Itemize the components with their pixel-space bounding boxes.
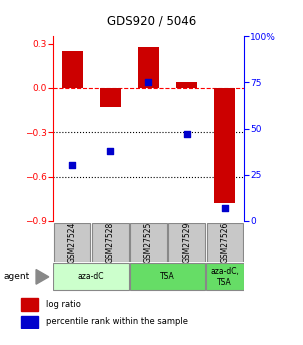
- Text: log ratio: log ratio: [46, 300, 81, 309]
- Text: TSA: TSA: [160, 272, 175, 282]
- Bar: [207, 223, 243, 262]
- Point: [70, 163, 75, 168]
- Text: GSM27525: GSM27525: [144, 222, 153, 263]
- Text: GSM27526: GSM27526: [220, 222, 229, 263]
- Point: [222, 205, 227, 211]
- Text: GSM27529: GSM27529: [182, 222, 191, 263]
- Point: [146, 80, 151, 85]
- Bar: [21, 298, 38, 310]
- Bar: [62, 51, 83, 88]
- Text: aza-dC: aza-dC: [78, 272, 105, 282]
- Text: aza-dC,
TSA: aza-dC, TSA: [210, 267, 239, 287]
- Bar: [138, 47, 159, 88]
- Polygon shape: [36, 269, 49, 284]
- Bar: [176, 82, 197, 88]
- Bar: [214, 88, 235, 203]
- Bar: [92, 223, 128, 262]
- Bar: [54, 223, 90, 262]
- Bar: [53, 263, 129, 290]
- Text: agent: agent: [3, 272, 29, 282]
- Text: percentile rank within the sample: percentile rank within the sample: [46, 317, 188, 326]
- Bar: [206, 263, 244, 290]
- Point: [184, 131, 189, 137]
- Bar: [130, 223, 167, 262]
- Bar: [130, 263, 205, 290]
- Text: GSM27524: GSM27524: [68, 222, 77, 263]
- Bar: [168, 223, 205, 262]
- Text: GDS920 / 5046: GDS920 / 5046: [107, 14, 196, 28]
- Point: [108, 148, 113, 154]
- Text: GSM27528: GSM27528: [106, 222, 115, 263]
- Bar: [100, 88, 121, 107]
- Bar: [21, 316, 38, 328]
